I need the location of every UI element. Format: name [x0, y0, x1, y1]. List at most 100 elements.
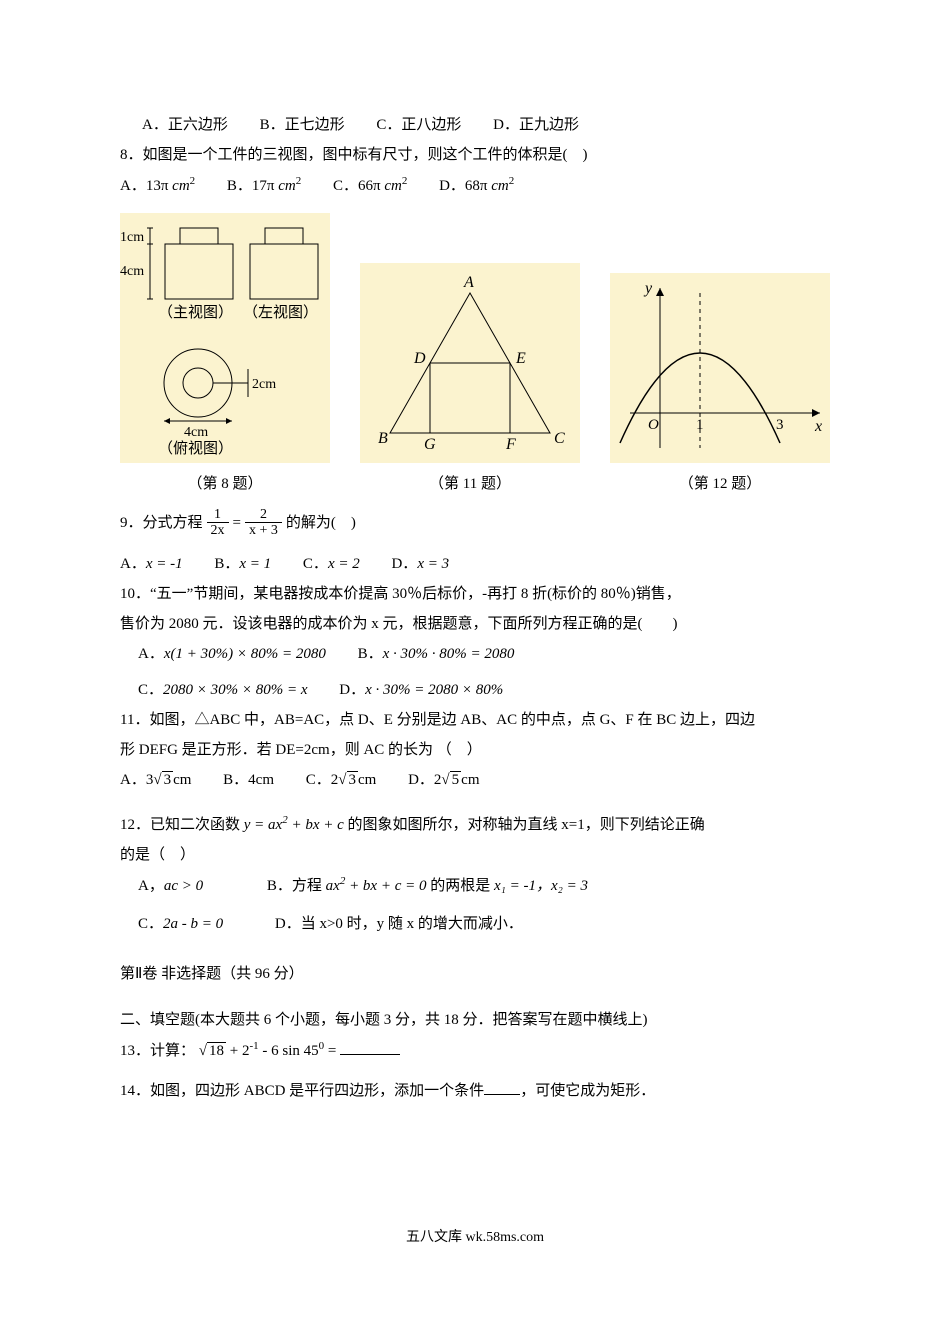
- q12-t3: 3: [776, 417, 784, 433]
- q10-a-pre: A．: [138, 646, 164, 662]
- q8-opt-b: B．17π cm2: [227, 170, 301, 201]
- q11-c-suf: cm: [358, 772, 376, 788]
- q8-svg: 1cm 4cm （主视图） （左视图）: [120, 213, 330, 463]
- q8-opt-c: C．66π cm2: [333, 170, 407, 201]
- figures-row: 1cm 4cm （主视图） （左视图）: [120, 213, 830, 493]
- q13-pre: 13．计算：: [120, 1043, 195, 1059]
- q12-a-pre: A，: [138, 878, 164, 894]
- q9-a-pre: A．: [120, 556, 146, 572]
- q13-blank: [340, 1039, 400, 1055]
- q8-opt-d: D．68π cm2: [439, 170, 514, 201]
- q11-c-coef: 2: [331, 772, 339, 788]
- q8-stem: 8．如图是一个工件的三视图，图中标有尺寸，则这个工件的体积是( ): [120, 140, 830, 170]
- q13-minus: - 6 sin 45: [259, 1043, 319, 1059]
- q12-expr-lead: y = ax: [244, 817, 282, 833]
- q10-c-expr: 2080 × 30% × 80% = x: [163, 682, 308, 698]
- q8-unit-exp-d: 2: [509, 175, 515, 187]
- q12-opt-a: A，ac > 0: [138, 871, 203, 901]
- q10-opt-a: A．x(1 + 30%) × 80% = 2080: [138, 639, 326, 669]
- q10-a-expr: x(1 + 30%) × 80% = 2080: [164, 646, 326, 662]
- q12-post: 的是（ ）: [120, 840, 830, 870]
- q9-frac2-num: 2: [245, 507, 282, 523]
- q10-opt-d: D．x · 30% = 2080 × 80%: [339, 675, 503, 705]
- q11-l1: 11．如图，△ABC 中，AB=AC，点 D、E 分别是边 AB、AC 的中点，…: [120, 705, 830, 735]
- q9-opt-c: C．x = 2: [303, 549, 360, 579]
- q9-opt-d: D．x = 3: [391, 549, 449, 579]
- q11-A: A: [463, 274, 474, 291]
- q12-b-mid: 的两根是: [430, 878, 490, 894]
- q8-left-label: （左视图）: [243, 304, 318, 321]
- q11-opt-b: B．4cm: [223, 765, 274, 795]
- q8-d2: 2cm: [252, 377, 276, 392]
- q14-blank: [484, 1079, 520, 1095]
- q9-opt-a: A．x = -1: [120, 549, 183, 579]
- q8-unit-exp-c: 2: [402, 175, 408, 187]
- q8-unit: cm: [172, 178, 190, 194]
- q10-opts-cd: C．2080 × 30% × 80% = x D．x · 30% = 2080 …: [120, 675, 830, 705]
- q8-unit-exp-b: 2: [296, 175, 302, 187]
- q14-tail: ，可使它成为矩形．: [520, 1083, 655, 1099]
- q9-c-expr: x = 2: [328, 556, 360, 572]
- q10-d-pre: D．: [339, 682, 365, 698]
- q14-stem: 14．如图，四边形 ABCD 是平行四边形，添加一个条件 ，可使它成为矩形．: [120, 1076, 830, 1106]
- q10-opt-b: B．x · 30% · 80% = 2080: [358, 639, 515, 669]
- q11-c-rad: 3: [347, 771, 359, 788]
- q9-frac2: 2 x + 3: [245, 507, 282, 539]
- q9-frac1: 1 2x: [207, 507, 229, 539]
- q7-opt-b: B．正七边形: [260, 110, 345, 140]
- q9-eq: =: [233, 508, 241, 538]
- q9-post: 的解为( ): [286, 508, 356, 538]
- q13-rad: 18: [207, 1042, 226, 1059]
- q9-pre: 9．分式方程: [120, 508, 203, 538]
- q7-opt-a: A．正六边形: [142, 110, 228, 140]
- q12-c-expr: 2a - b = 0: [163, 916, 223, 932]
- q11-F: F: [505, 436, 516, 453]
- q8-options-row: A．13π cm2 B．17π cm2 C．66π cm2 D．68π cm2: [120, 170, 830, 201]
- q9-d-expr: x = 3: [417, 556, 449, 572]
- q12-opts-cd: C．2a - b = 0 D．当 x>0 时，y 随 x 的增大而减小．: [120, 909, 830, 939]
- q12-caption: （第 12 题）: [610, 472, 830, 493]
- q8-unit-b: cm: [278, 178, 296, 194]
- q11-a-suf: cm: [173, 772, 191, 788]
- q10-b-expr: x · 30% · 80% = 2080: [383, 646, 515, 662]
- q8-figure: 1cm 4cm （主视图） （左视图）: [120, 213, 330, 493]
- q12-figure: y x O 1 3 （第 12 题）: [610, 273, 830, 493]
- q11-d-coef: 2: [434, 772, 442, 788]
- q11-d-pre: D．: [408, 772, 434, 788]
- q8-d4b: 4cm: [184, 425, 208, 440]
- q8-unit-d: cm: [491, 178, 509, 194]
- q12-stem: 12．已知二次函数 y = ax2 + bx + c 的图象如图所尔，对称轴为直…: [120, 809, 830, 840]
- q11-B: B: [378, 430, 388, 447]
- q8-front-label: （主视图）: [158, 304, 233, 321]
- q10-c-pre: C．: [138, 682, 163, 698]
- q9-options: A．x = -1 B．x = 1 C．x = 2 D．x = 3: [120, 549, 830, 579]
- q8-unit-c: cm: [384, 178, 402, 194]
- q10-opt-c: C．2080 × 30% × 80% = x: [138, 675, 308, 705]
- q9-c-pre: C．: [303, 556, 328, 572]
- q12-expr: y = ax2 + bx + c: [244, 817, 348, 833]
- q10-d-expr: x · 30% = 2080 × 80%: [365, 682, 503, 698]
- q8-opt-c-label: C．66π: [333, 178, 381, 194]
- q12-O: O: [648, 417, 659, 433]
- q12-svg: y x O 1 3: [610, 273, 830, 463]
- q8-unit-exp: 2: [190, 175, 196, 187]
- q10-l1: 10．“五一”节期间，某电器按成本价提高 30％后标价，-再打 8 折(标价的 …: [120, 579, 830, 609]
- q11-D: D: [413, 350, 426, 367]
- q11-a-pre: A．: [120, 772, 146, 788]
- sqrt-icon: 3: [338, 765, 358, 795]
- q11-a-coef: 3: [146, 772, 154, 788]
- q11-caption: （第 11 题）: [360, 472, 580, 493]
- q12-b-roots: x₁ = -1，x₂ = 3: [494, 878, 588, 894]
- sqrt-icon: 5: [441, 765, 461, 795]
- q12-opt-c: C．2a - b = 0: [138, 909, 223, 939]
- q10-l2: 售价为 2080 元．设该电器的成本价为 x 元，根据题意，下面所列方程正确的是…: [120, 609, 830, 639]
- q12-xlabel: x: [814, 418, 822, 435]
- q8-opt-d-label: D．68π: [439, 178, 487, 194]
- sqrt-icon: 18: [199, 1036, 226, 1066]
- q8-top-label: （俯视图）: [158, 440, 233, 457]
- q11-C: C: [554, 430, 565, 447]
- q11-figure: A B C D E G F （第 11 题）: [360, 263, 580, 493]
- q14-text: 14．如图，四边形 ABCD 是平行四边形，添加一个条件: [120, 1083, 484, 1099]
- q11-options: A．33cm B．4cm C．23cm D．25cm: [120, 765, 830, 795]
- q12-pre: 12．已知二次函数: [120, 817, 240, 833]
